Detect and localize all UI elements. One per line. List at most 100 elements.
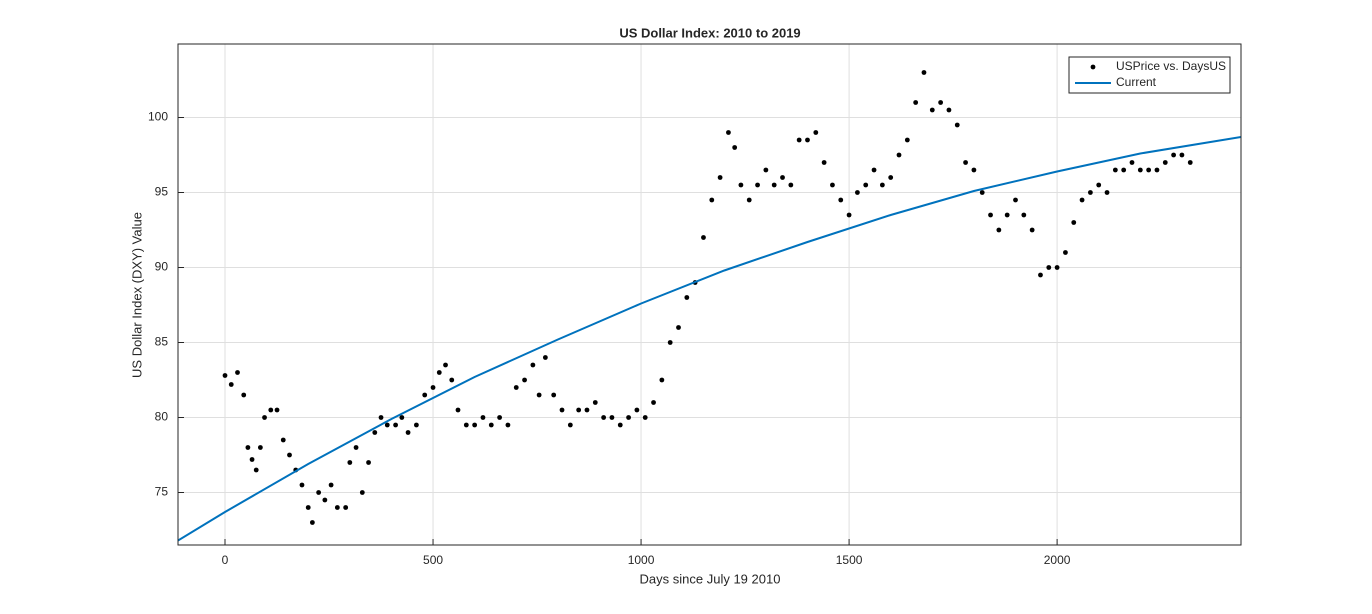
scatter-point (929, 107, 935, 113)
scatter-point (642, 415, 648, 420)
scatter-point (305, 505, 311, 510)
scatter-point (1171, 152, 1177, 158)
axes-box (177, 43, 1242, 546)
scatter-point (1137, 167, 1143, 173)
scatter-point (567, 422, 573, 428)
scatter-point (1071, 220, 1077, 225)
scatter-point (430, 385, 436, 390)
scatter-point (709, 197, 715, 203)
scatter-point (347, 460, 353, 465)
scatter-point (1079, 197, 1085, 203)
scatter-point (855, 190, 860, 195)
scatter-point (1121, 167, 1127, 173)
x-axis-label: Days since July 19 2010 (640, 571, 781, 586)
y-tick-label: 80 (155, 410, 169, 424)
scatter-point (1146, 167, 1152, 173)
scatter-point (472, 422, 478, 428)
scatter-point (1179, 152, 1185, 158)
scatter-point (788, 182, 794, 188)
scatter-point (393, 422, 398, 428)
scatter-point (726, 130, 731, 135)
scatter-point (617, 422, 623, 428)
scatter-point (813, 130, 819, 135)
scatter-point (609, 415, 615, 420)
scatter-point (405, 430, 411, 435)
scatter-point (334, 505, 340, 510)
scatter-point (378, 415, 384, 420)
scatter-point (771, 182, 777, 188)
scatter-point (513, 385, 519, 390)
scatter-point (846, 212, 852, 218)
scatter-point (235, 370, 240, 375)
scatter-point (443, 362, 448, 368)
scatter-point (651, 400, 656, 405)
x-tick-label: 0 (222, 553, 229, 567)
scatter-point (253, 467, 259, 473)
scatter-point (1112, 167, 1118, 173)
scatter-point (634, 407, 640, 413)
scatter-point (241, 392, 247, 398)
scatter-point (505, 422, 511, 428)
scatter-point (257, 445, 263, 450)
scatter-point (359, 490, 365, 495)
scatter-point (659, 377, 665, 383)
y-tick-label: 85 (155, 335, 169, 349)
scatter-point (879, 182, 885, 188)
x-tick-label: 2000 (1044, 553, 1071, 567)
scatter-point (667, 340, 673, 345)
scatter-point (249, 457, 255, 462)
scatter-point (921, 70, 927, 75)
scatter-point (780, 175, 785, 180)
scatter-point (551, 392, 557, 398)
scatter-point (717, 175, 723, 180)
scatter-point (871, 167, 877, 173)
scatter-point (449, 377, 455, 383)
scatter-point (228, 382, 234, 387)
x-tick-label: 500 (423, 553, 443, 567)
scatter-point (938, 100, 944, 105)
scatter-point (353, 445, 359, 450)
scatter-point (559, 407, 565, 413)
legend-marker (1090, 64, 1096, 70)
x-tick-label: 1500 (836, 553, 863, 567)
scatter-point (763, 167, 769, 173)
x-tick-label: 1000 (628, 553, 655, 567)
scatter-point (738, 182, 744, 188)
scatter-point (542, 355, 548, 360)
scatter-point (684, 295, 690, 300)
scatter-point (1004, 212, 1010, 218)
scatter-point (755, 182, 760, 188)
scatter-point (262, 415, 267, 420)
y-tick-label: 90 (155, 260, 169, 274)
legend-label: USPrice vs. DaysUS (1116, 59, 1226, 73)
scatter-point (497, 415, 503, 420)
scatter-point (322, 497, 328, 503)
scatter-point (287, 452, 292, 458)
scatter-point (522, 377, 527, 383)
scatter-point (245, 445, 251, 450)
scatter-point (268, 407, 274, 413)
scatter-point (805, 137, 810, 143)
scatter-point (422, 392, 428, 398)
scatter-point (280, 437, 286, 443)
scatter-point (888, 175, 894, 180)
scatter-point (954, 122, 960, 128)
scatter-point (963, 160, 968, 165)
scatter-point (904, 137, 910, 143)
scatter-point (979, 190, 985, 195)
scatter-point (988, 212, 993, 218)
scatter-point (592, 400, 598, 405)
chart-title: US Dollar Index: 2010 to 2019 (619, 25, 800, 40)
scatter-point (1063, 250, 1068, 255)
scatter-point (1054, 265, 1060, 270)
scatter-point (463, 422, 469, 428)
scatter-point (821, 160, 827, 165)
scatter-point (1104, 190, 1110, 195)
scatter-point (746, 197, 752, 203)
scatter-point (372, 430, 378, 435)
scatter-point (413, 422, 419, 428)
scatter-point (676, 325, 681, 330)
scatter-point (1187, 160, 1193, 165)
scatter-point (1096, 182, 1102, 188)
scatter-point (399, 415, 405, 420)
